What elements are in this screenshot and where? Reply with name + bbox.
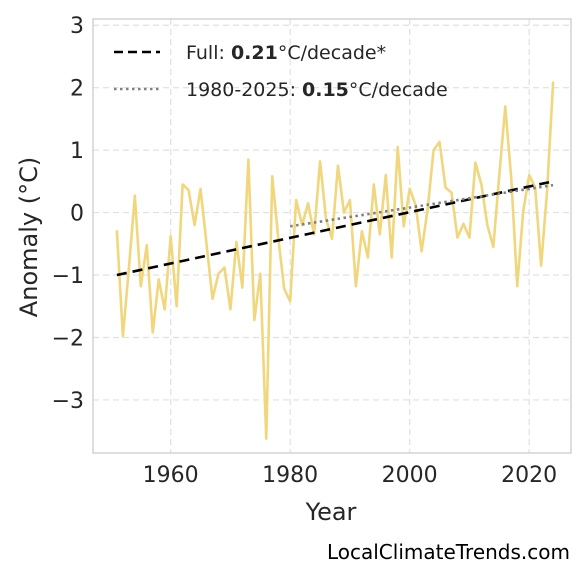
plot-frame	[92, 18, 572, 454]
y-tick-label: −1	[52, 264, 84, 289]
x-tick-label: 1980	[262, 463, 318, 488]
series-line-anomaly	[115, 81, 555, 440]
legend: Full: 0.21°C/decade* 1980-2025: 0.15°C/d…	[114, 42, 448, 101]
legend-full-value: 0.21	[231, 42, 278, 64]
legend-full-prefix: Full:	[186, 42, 231, 64]
trend-line-recent	[289, 183, 554, 228]
y-tick-label: 1	[70, 139, 84, 164]
legend-full-suffix: °C/decade*	[278, 42, 386, 64]
y-tick-label: 0	[70, 202, 84, 227]
grid	[93, 19, 571, 453]
y-axis-title: Anomaly (°C)	[15, 157, 43, 317]
legend-recent-suffix: °C/decade	[349, 79, 448, 101]
y-tick-label: −2	[52, 326, 84, 351]
x-axis-title: Year	[305, 498, 357, 526]
x-tick-label: 2020	[501, 463, 557, 488]
series-layer	[115, 81, 555, 440]
y-tick-label: 3	[70, 14, 84, 39]
y-tick-label: 2	[70, 77, 84, 102]
x-tick-label: 2000	[382, 463, 438, 488]
legend-entry-recent: 1980-2025: 0.15°C/decade	[186, 79, 448, 101]
legend-entry-full: Full: 0.21°C/decade*	[186, 42, 386, 64]
x-tick-label: 1960	[143, 463, 199, 488]
tick-labels: 1960 1980 2000 2020 −3 −2 −1 0 1 2 3	[52, 14, 558, 488]
legend-recent-value: 0.15	[302, 79, 349, 101]
legend-recent-prefix: 1980-2025:	[186, 79, 302, 101]
y-tick-label: −3	[52, 389, 84, 414]
watermark[interactable]: LocalClimateTrends.com	[327, 540, 570, 564]
